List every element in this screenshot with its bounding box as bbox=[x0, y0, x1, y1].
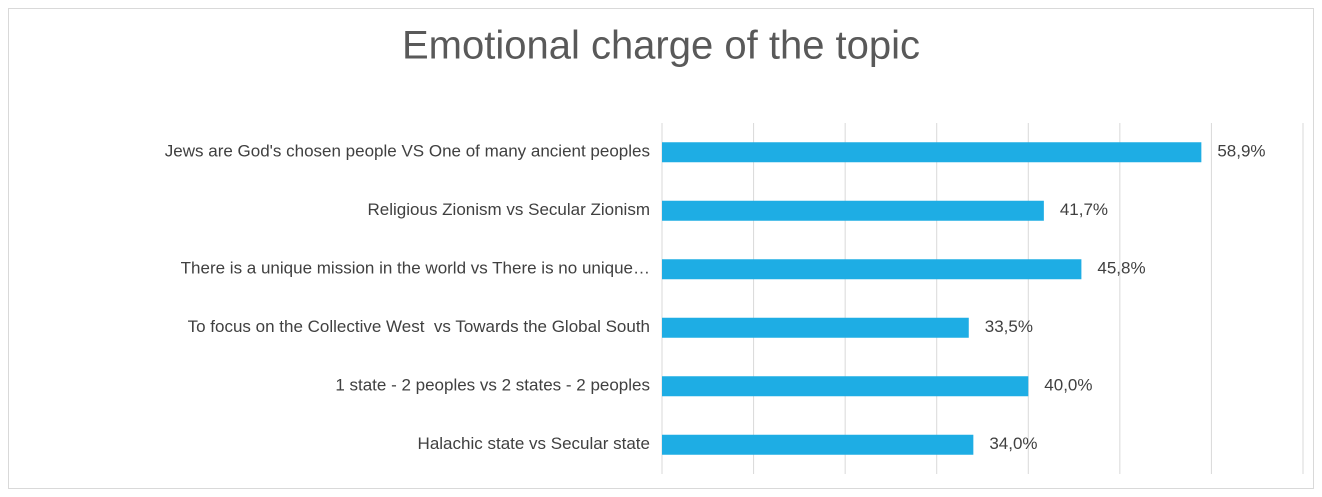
data-label: 34,0% bbox=[989, 434, 1037, 453]
chart-title: Emotional charge of the topic bbox=[402, 24, 920, 68]
y-tick-label: Religious Zionism vs Secular Zionism bbox=[368, 200, 650, 219]
bar bbox=[662, 317, 969, 338]
y-tick-label: There is a unique mission in the world v… bbox=[181, 259, 650, 278]
bar bbox=[662, 376, 1029, 397]
y-tick-label: To focus on the Collective West vs Towar… bbox=[188, 317, 650, 336]
chart-border bbox=[8, 8, 1314, 489]
bar bbox=[662, 259, 1082, 280]
y-tick-label: Halachic state vs Secular state bbox=[418, 434, 650, 453]
data-label: 40,0% bbox=[1044, 376, 1092, 395]
y-tick-label: 1 state - 2 peoples vs 2 states - 2 peop… bbox=[335, 376, 650, 395]
data-label: 41,7% bbox=[1060, 200, 1108, 219]
bar bbox=[662, 142, 1202, 163]
bar bbox=[662, 200, 1044, 221]
data-label: 45,8% bbox=[1097, 259, 1145, 278]
y-tick-label: Jews are God's chosen people VS One of m… bbox=[165, 142, 650, 161]
bar bbox=[662, 434, 974, 455]
data-label: 33,5% bbox=[985, 317, 1033, 336]
data-label: 58,9% bbox=[1217, 142, 1265, 161]
